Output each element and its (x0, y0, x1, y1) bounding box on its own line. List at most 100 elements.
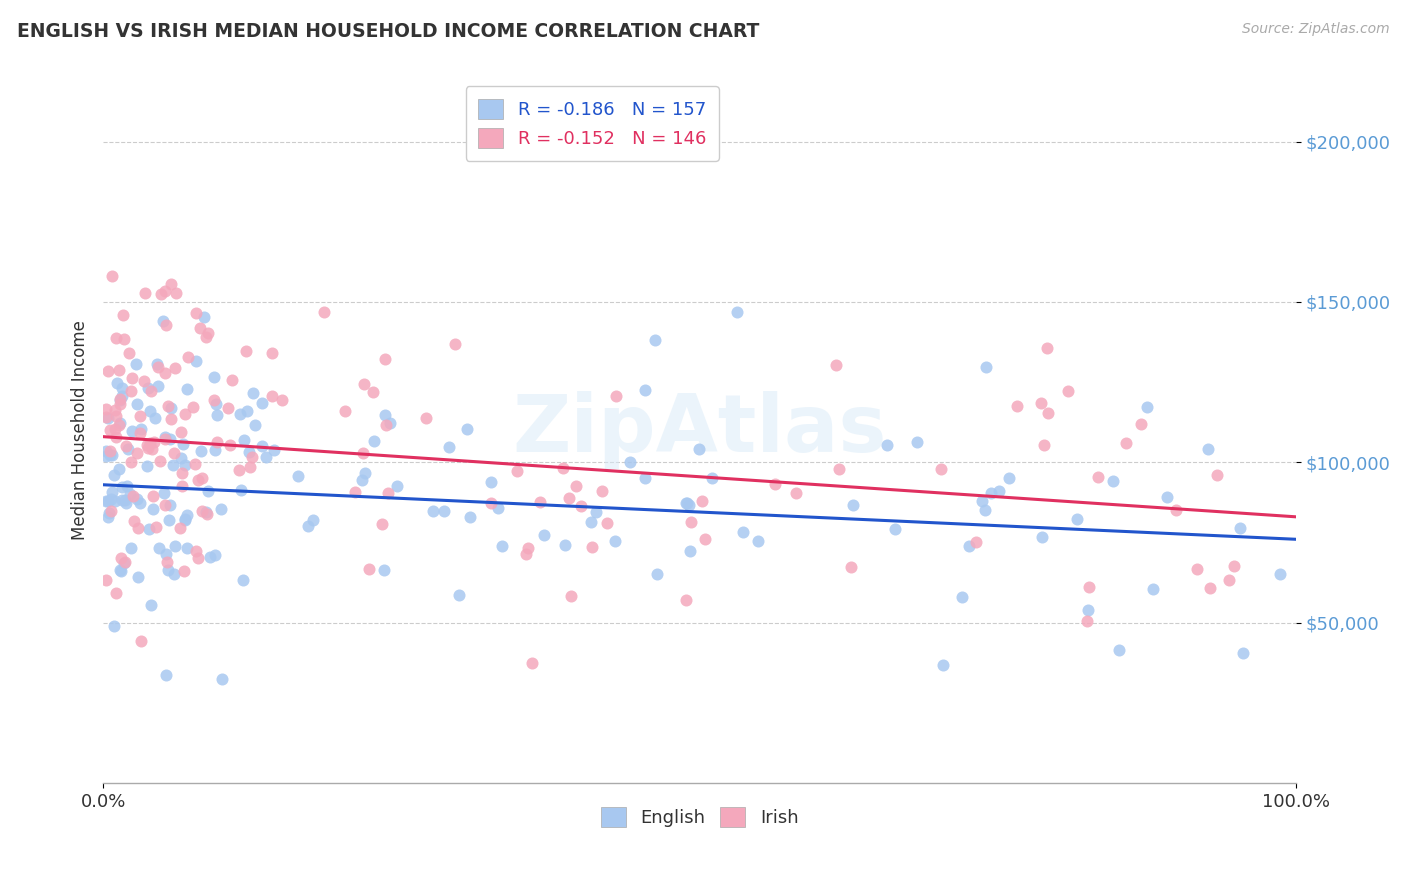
Point (134, 285, 156, 300)
Point (156, 399, 179, 413)
Point (104, 494, 127, 508)
Point (595, 516, 617, 531)
Point (173, 511, 195, 525)
Point (232, 573, 254, 587)
Point (1187, 562, 1209, 576)
Point (129, 633, 152, 648)
Point (120, 487, 142, 501)
Point (136, 438, 159, 452)
Point (97, 507, 120, 521)
Point (204, 443, 226, 458)
Point (254, 450, 277, 465)
Point (634, 383, 657, 397)
Point (533, 528, 555, 542)
Point (142, 502, 165, 516)
Point (162, 566, 184, 581)
Point (107, 363, 129, 377)
Point (1166, 503, 1188, 517)
Point (142, 489, 165, 503)
Point (884, 522, 907, 536)
Point (101, 449, 124, 463)
Text: ZipAtlas: ZipAtlas (512, 392, 887, 469)
Point (160, 277, 183, 291)
Point (987, 484, 1010, 499)
Point (197, 484, 219, 499)
Point (905, 434, 928, 449)
Point (235, 404, 257, 418)
Point (121, 371, 143, 385)
Point (184, 353, 207, 368)
Point (148, 541, 170, 555)
Point (785, 486, 807, 500)
Point (1077, 580, 1099, 594)
Point (128, 425, 150, 440)
Point (115, 496, 138, 510)
Point (460, 509, 482, 524)
Point (297, 519, 319, 533)
Point (240, 450, 263, 464)
Point (229, 483, 252, 497)
Point (150, 287, 173, 301)
Point (176, 382, 198, 396)
Point (153, 486, 176, 500)
Point (479, 496, 502, 510)
Point (108, 392, 131, 407)
Point (110, 551, 132, 566)
Point (112, 556, 135, 570)
Point (103, 467, 125, 482)
Point (120, 541, 142, 555)
Point (591, 483, 613, 498)
Point (876, 438, 898, 452)
Point (377, 486, 399, 500)
Point (94, 449, 117, 463)
Point (104, 331, 127, 345)
Point (444, 337, 467, 351)
Point (159, 498, 181, 512)
Point (343, 485, 366, 500)
Point (929, 461, 952, 475)
Point (209, 501, 232, 516)
Point (145, 410, 167, 425)
Point (155, 318, 177, 332)
Point (108, 416, 131, 430)
Point (115, 438, 138, 452)
Point (134, 374, 156, 388)
Point (127, 521, 149, 535)
Point (111, 389, 134, 403)
Point (375, 418, 398, 433)
Point (825, 358, 848, 372)
Text: Source: ZipAtlas.com: Source: ZipAtlas.com (1241, 22, 1389, 37)
Point (1076, 614, 1098, 628)
Point (374, 351, 396, 366)
Point (1035, 341, 1057, 355)
Point (312, 305, 335, 319)
Point (127, 492, 149, 507)
Point (108, 418, 131, 433)
Point (94, 402, 117, 417)
Point (479, 475, 502, 489)
Point (207, 408, 229, 422)
Point (104, 409, 127, 423)
Point (100, 423, 122, 437)
Point (94, 444, 117, 458)
Point (700, 471, 723, 485)
Point (155, 668, 177, 682)
Point (176, 508, 198, 522)
Point (129, 496, 152, 510)
Point (363, 434, 385, 448)
Point (675, 496, 697, 510)
Point (103, 403, 125, 417)
Point (117, 442, 139, 456)
Point (138, 382, 160, 396)
Point (155, 366, 177, 380)
Point (263, 442, 285, 457)
Point (1031, 530, 1053, 544)
Point (152, 314, 174, 328)
Point (136, 458, 159, 473)
Point (287, 469, 309, 483)
Point (228, 463, 250, 477)
Point (139, 435, 162, 450)
Point (688, 442, 710, 456)
Point (1036, 407, 1059, 421)
Point (997, 471, 1019, 485)
